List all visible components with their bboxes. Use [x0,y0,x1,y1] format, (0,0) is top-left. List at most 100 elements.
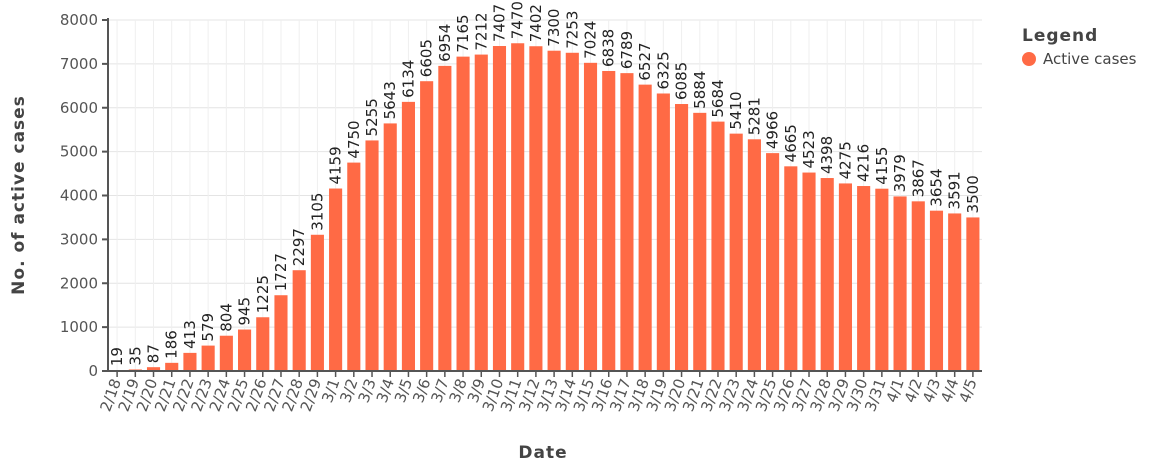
bar[interactable] [146,367,161,371]
bar[interactable] [675,104,689,371]
bar[interactable] [747,139,761,371]
legend-item-active-cases[interactable]: Active cases [1022,50,1136,68]
bar[interactable] [638,84,652,372]
bar[interactable] [656,93,670,371]
bar-value-label: 5281 [745,97,763,135]
bar-value-label: 6954 [436,24,454,62]
legend-title: Legend [1022,26,1099,46]
bar[interactable] [802,172,816,371]
bar[interactable] [893,196,907,371]
bar[interactable] [456,56,470,372]
legend-swatch-dot [1022,52,1036,66]
bar-value-label: 6134 [399,60,417,98]
bar[interactable] [620,73,634,371]
bar[interactable] [183,352,197,371]
bar[interactable] [492,46,507,371]
bar[interactable] [292,270,306,371]
bar-value-label: 413 [181,320,199,349]
bar[interactable] [365,140,379,371]
bar-value-label: 3105 [308,193,326,231]
bar-value-label: 6605 [418,39,436,77]
y-axis-ticks: 0 1000 2000 3000 4000 5000 6000 7000 8000 [60,11,108,380]
bar[interactable] [420,81,434,371]
bar[interactable] [547,50,561,372]
bar-value-label: 7470 [509,1,527,39]
bar[interactable] [165,362,179,371]
legend-label: Active cases [1043,50,1137,68]
bar-value-label: 6325 [654,51,672,89]
bar[interactable] [565,52,579,371]
bar[interactable] [929,210,944,371]
bar[interactable] [383,123,397,371]
bar[interactable] [329,188,343,371]
bar[interactable] [820,178,834,371]
bar[interactable] [857,186,871,371]
bar[interactable] [875,188,889,371]
bar-value-label: 3979 [891,154,909,192]
x-axis-ticks: 2/182/192/202/212/222/232/242/252/262/27… [96,371,981,414]
bar[interactable] [401,101,415,371]
bar[interactable] [729,133,743,371]
bar-value-label: 6789 [618,31,636,69]
bar[interactable] [583,62,598,372]
bar-value-label: 35 [126,346,144,365]
bar-value-label: 6527 [636,42,654,80]
bar-value-label: 19 [108,347,126,366]
bars [110,43,980,372]
bar-value-label: 4155 [873,147,891,185]
bar[interactable] [474,54,488,372]
bar[interactable] [693,112,707,371]
bar-value-label: 804 [217,303,235,332]
y-tick-label: 6000 [60,99,98,117]
bar-value-label: 1225 [254,275,272,313]
bar[interactable] [711,121,725,371]
bar[interactable] [602,70,616,371]
bar[interactable] [784,166,798,371]
y-tick-label: 2000 [60,274,98,292]
y-tick-label: 4000 [60,187,98,205]
bar[interactable] [766,153,780,371]
bar[interactable] [310,234,324,371]
bar-value-label: 4398 [818,136,836,174]
bar-value-label: 5643 [381,81,399,119]
bar-value-label: 4966 [764,111,782,149]
bar[interactable] [911,201,925,371]
bar-value-label: 4750 [345,120,363,158]
bar[interactable] [238,329,252,371]
y-tick-label: 3000 [60,230,98,248]
bar-value-label: 1727 [272,253,290,291]
y-tick-label: 7000 [60,55,98,73]
bar[interactable] [966,217,980,371]
x-axis-title: Date [518,443,567,463]
bar[interactable] [948,213,962,371]
bar-value-label: 5884 [691,71,709,109]
bar[interactable] [438,65,452,371]
bar-value-label: 4159 [327,146,345,184]
bar[interactable] [274,295,288,371]
bar[interactable] [347,162,361,371]
y-axis-title: No. of active cases [9,95,29,295]
bar-value-label: 3867 [909,159,927,197]
bar-value-label: 3654 [927,168,945,206]
bar-value-label: 7253 [563,11,581,49]
bar[interactable] [529,46,543,372]
y-tick-label: 5000 [60,143,98,161]
bar-value-label: 7407 [490,4,508,42]
bar-value-label: 4665 [782,124,800,162]
bar-value-label: 5410 [727,91,745,129]
bar[interactable] [219,335,233,371]
bar[interactable] [511,43,525,371]
bar-value-label: 3591 [946,171,964,209]
bar-value-label: 4275 [836,141,854,179]
bar-value-label: 4216 [855,144,873,182]
bar[interactable] [201,345,215,371]
bar[interactable] [838,183,852,371]
data-labels: 19 35 87 186 413 579 804 945 1225172722973105415… [108,1,982,366]
bar-value-label: 6838 [600,29,618,67]
bar-value-label: 2297 [290,228,308,266]
y-tick-label: 8000 [60,11,98,29]
bar-value-label: 3500 [964,175,982,213]
bar-value-label: 7402 [527,4,545,42]
bar[interactable] [256,317,270,371]
